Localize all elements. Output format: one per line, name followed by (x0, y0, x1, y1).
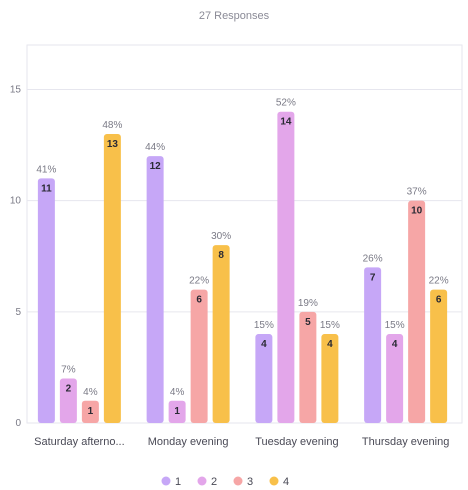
bar-percent-label: 4% (170, 387, 185, 398)
bar-count-label: 2 (66, 384, 72, 395)
bar-count-label: 7 (370, 272, 376, 283)
bar-percent-label: 48% (102, 120, 122, 131)
legend-swatch-2 (197, 476, 207, 486)
legend-swatch-3 (233, 476, 243, 486)
bar-count-label: 12 (150, 161, 162, 172)
bar-percent-label: 4% (83, 387, 98, 398)
y-tick-label-0: 0 (15, 418, 21, 429)
bar-percent-label: 15% (254, 320, 274, 331)
bar-percent-label: 52% (276, 98, 296, 109)
bar-percent-label: 37% (407, 187, 427, 198)
bar-count-label: 1 (174, 406, 180, 417)
bar-count-label: 14 (280, 117, 292, 128)
bar-1-0 (146, 156, 164, 424)
bar-count-label: 8 (218, 250, 224, 261)
bar-percent-label: 22% (429, 276, 449, 287)
bar-percent-label: 15% (320, 320, 340, 331)
bar-count-label: 4 (327, 339, 333, 350)
legend-label-1: 1 (175, 476, 181, 488)
bar-percent-label: 19% (298, 298, 318, 309)
bar-count-label: 4 (392, 339, 398, 350)
x-category-label: Monday evening (148, 436, 229, 448)
legend-swatch-1 (161, 476, 171, 486)
bar-0-1 (59, 378, 77, 423)
bar-percent-label: 15% (385, 320, 405, 331)
bar-2-3 (321, 334, 339, 423)
bar-2-1 (277, 111, 295, 424)
legend-swatch-4 (269, 476, 279, 486)
bar-count-label: 10 (411, 206, 423, 217)
bar-0-0 (37, 178, 55, 423)
legend-label-2: 2 (211, 476, 217, 488)
bar-3-3 (430, 289, 448, 423)
bar-0-2 (81, 400, 99, 423)
bar-count-label: 6 (196, 295, 202, 306)
bar-1-1 (168, 400, 186, 423)
bar-0-3 (103, 133, 121, 424)
y-tick-label-10: 10 (10, 196, 22, 207)
y-tick-label-15: 15 (10, 84, 22, 95)
bar-percent-label: 30% (211, 231, 231, 242)
y-tick-label-5: 5 (15, 307, 21, 318)
x-category-label: Thursday evening (362, 436, 449, 448)
bar-1-3 (212, 245, 230, 423)
bar-percent-label: 7% (61, 365, 76, 376)
bar-2-2 (299, 311, 317, 423)
bar-percent-label: 44% (145, 142, 165, 153)
bar-count-label: 13 (107, 139, 119, 150)
bar-count-label: 4 (261, 339, 267, 350)
chart-subtitle: 27 Responses (198, 10, 270, 22)
bar-count-label: 6 (436, 295, 442, 306)
x-category-label: Saturday afterno... (34, 436, 125, 448)
bar-count-label: 11 (41, 183, 52, 194)
x-category-label: Tuesday evening (255, 436, 338, 448)
bar-count-label: 5 (305, 317, 311, 328)
bar-percent-label: 22% (189, 276, 209, 287)
bar-3-0 (364, 267, 382, 423)
bar-1-2 (190, 289, 208, 423)
bar-3-2 (408, 200, 426, 423)
legend-label-3: 3 (247, 476, 253, 488)
bar-3-1 (386, 334, 404, 423)
bar-count-label: 1 (88, 406, 94, 417)
bar-percent-label: 41% (36, 164, 56, 175)
bar-percent-label: 26% (363, 253, 383, 264)
legend-label-4: 4 (283, 476, 289, 488)
bar-2-0 (255, 334, 273, 423)
